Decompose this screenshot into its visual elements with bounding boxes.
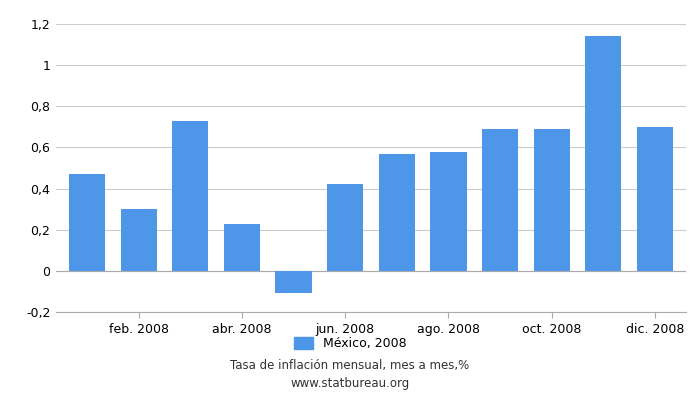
Bar <box>533 129 570 271</box>
Bar <box>327 184 363 271</box>
Legend: México, 2008: México, 2008 <box>289 332 411 355</box>
Bar <box>276 271 312 294</box>
Text: www.statbureau.org: www.statbureau.org <box>290 378 410 390</box>
Bar <box>585 36 622 271</box>
Bar <box>637 127 673 271</box>
Bar <box>172 121 209 271</box>
Bar <box>224 224 260 271</box>
Text: Tasa de inflación mensual, mes a mes,%: Tasa de inflación mensual, mes a mes,% <box>230 360 470 372</box>
Bar <box>379 154 415 271</box>
Bar <box>69 174 105 271</box>
Bar <box>482 129 518 271</box>
Bar <box>120 209 157 271</box>
Bar <box>430 152 466 271</box>
